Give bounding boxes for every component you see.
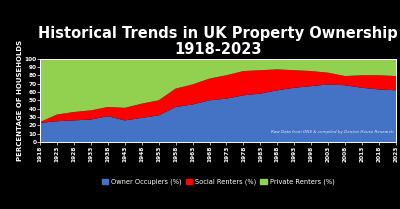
Text: Raw Data from ONS & compiled by Denton House Research: Raw Data from ONS & compiled by Denton H… [270,130,393,134]
Title: Historical Trends in UK Property Ownership
1918-2023: Historical Trends in UK Property Ownersh… [38,25,398,57]
Y-axis label: PERCENTAGE OF HOUSEHOLDS: PERCENTAGE OF HOUSEHOLDS [17,40,23,161]
Legend: Owner Occupiers (%), Social Renters (%), Private Renters (%): Owner Occupiers (%), Social Renters (%),… [100,177,336,186]
